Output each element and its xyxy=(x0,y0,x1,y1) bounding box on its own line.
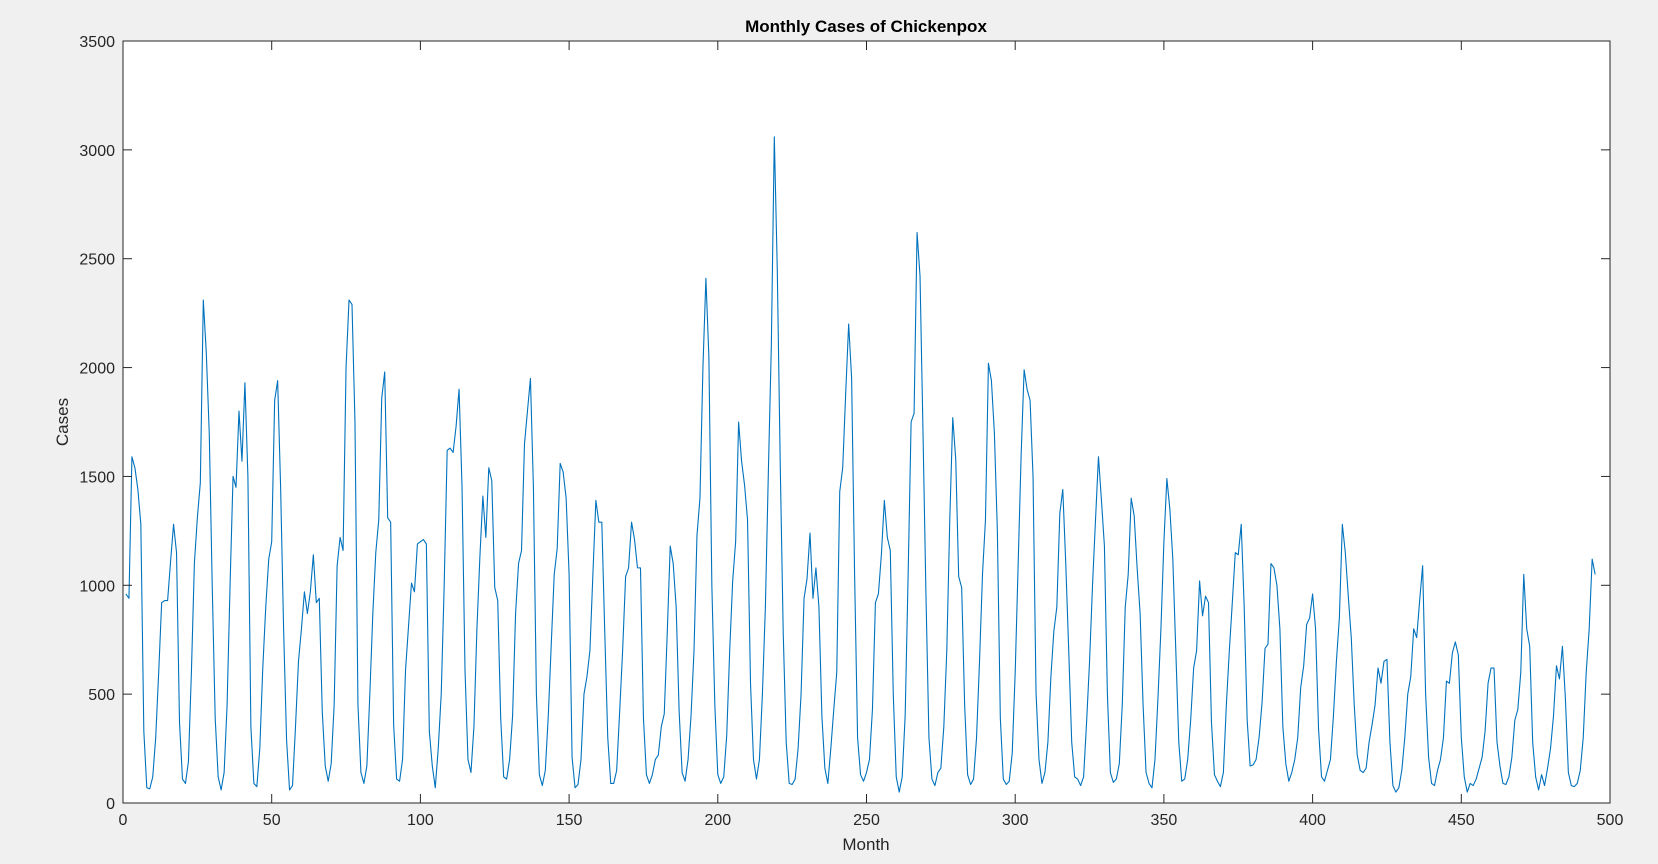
x-tick-label: 300 xyxy=(1002,812,1029,829)
x-tick-label: 500 xyxy=(1597,812,1624,829)
y-tick-label: 3500 xyxy=(79,34,115,51)
data-layer xyxy=(125,136,1596,793)
y-tick-label: 3000 xyxy=(79,143,115,160)
y-tick-label: 1000 xyxy=(79,578,115,595)
y-tick-label: 1500 xyxy=(79,469,115,486)
x-tick-label: 200 xyxy=(704,812,731,829)
y-tick-label: 500 xyxy=(88,687,115,704)
x-tick-label: 250 xyxy=(853,812,880,829)
y-axis-label: Cases xyxy=(53,398,72,446)
x-tick-label: 100 xyxy=(407,812,434,829)
chart-title: Monthly Cases of Chickenpox xyxy=(745,17,987,36)
y-tick-label: 2000 xyxy=(79,361,115,378)
x-tick-label: 50 xyxy=(263,812,281,829)
y-tick-label: 0 xyxy=(106,796,115,813)
y-tick-label: 2500 xyxy=(79,252,115,269)
plot-area xyxy=(123,41,1610,803)
x-tick-label: 0 xyxy=(119,812,128,829)
x-tick-label: 450 xyxy=(1448,812,1475,829)
x-axis-label: Month xyxy=(842,835,889,854)
axes-layer: 0 50 100 150 200 250 300 350 400 450 500 0 500 1000 15… xyxy=(79,34,1623,829)
x-tick-label: 400 xyxy=(1299,812,1326,829)
x-tick-label: 350 xyxy=(1151,812,1178,829)
series-line-0 xyxy=(125,136,1596,793)
x-tick-label: 150 xyxy=(556,812,583,829)
